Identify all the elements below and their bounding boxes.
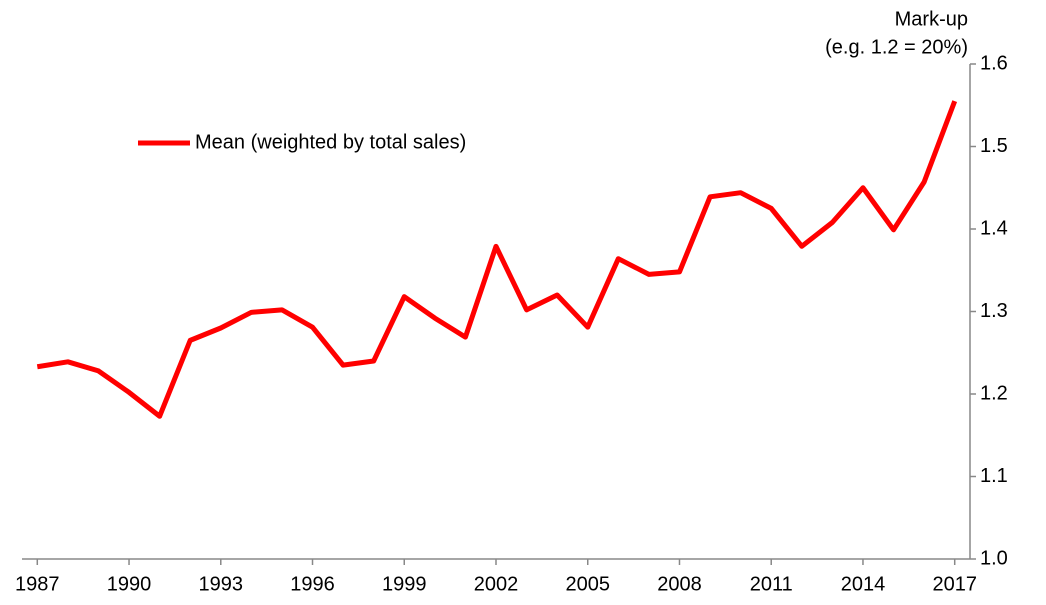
y-axis-label: Mark-up <box>895 8 968 30</box>
y-tick-label: 1.5 <box>980 135 1008 157</box>
x-tick-label: 1990 <box>107 573 152 595</box>
x-tick-label: 1999 <box>382 573 427 595</box>
x-tick-label: 2017 <box>932 573 977 595</box>
line <box>36 100 958 419</box>
x-tick-label: 1993 <box>199 573 244 595</box>
y-tick-label: 1.2 <box>980 382 1008 404</box>
legend-label: Mean (weighted by total sales) <box>195 131 466 153</box>
y-axis-label: (e.g. 1.2 = 20%) <box>825 36 968 58</box>
x-tick-label: 2011 <box>750 573 793 595</box>
x-tick-label: 2014 <box>841 573 886 595</box>
x-tick-label: 1996 <box>290 573 335 595</box>
x-tick-label: 2005 <box>565 573 610 595</box>
y-tick-label: 1.1 <box>980 465 1008 487</box>
x-tick-label: 1987 <box>15 573 60 595</box>
y-tick-label: 1.4 <box>980 217 1008 239</box>
x-tick-label: 2002 <box>474 573 519 595</box>
x-tick-label: 2008 <box>657 573 702 595</box>
y-tick-label: 1.6 <box>980 52 1008 74</box>
y-tick-label: 1.3 <box>980 300 1008 322</box>
y-tick-label: 1.0 <box>980 547 1008 569</box>
